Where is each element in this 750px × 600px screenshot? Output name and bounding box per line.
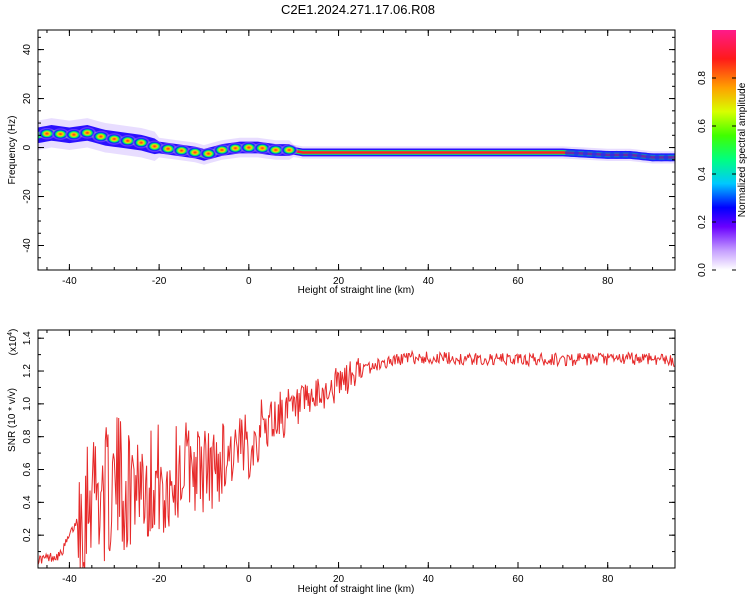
spectrogram-xtick-label: 60 [512,276,524,287]
snr-xtick-label: 80 [602,574,614,585]
spectrogram-y-axis: -40 -20 0 20 40 [22,36,675,271]
spectrogram-blob [51,128,70,141]
spectrogram-blob [38,127,56,140]
colorbar-tick-label: 0.4 [697,167,708,181]
spectrogram-blob [159,142,178,155]
colorbar-tick-label: 0.8 [697,71,708,85]
spectrogram-blob [212,144,231,156]
spectrogram-blob [239,141,258,154]
snr-ytick-label: 1.0 [22,396,33,410]
colorbar-label: Normalized spectral amplitude [737,82,748,217]
spectrogram-ytick-label: 20 [22,93,33,105]
spectrogram-blob [78,126,97,139]
spectrogram-ytick-label: 40 [22,44,33,56]
spectrogram-ytick-label: 0 [22,144,33,150]
spectrogram-xtick-label: 80 [602,276,614,287]
spectrogram-xtick-label: 0 [246,276,252,287]
colorbar-tick-label: 0.6 [697,119,708,133]
colorbar-ticks: 0.0 0.2 0.4 0.6 0.8 [697,71,736,277]
snr-frame [37,329,676,569]
colorbar: 0.0 0.2 0.4 0.6 0.8 Normalized spectral ampl… [697,30,748,277]
snr-ytick-label: 0.2 [22,528,33,542]
spectrogram-blob [186,146,205,159]
snr-scale-label: (x104) [7,329,19,356]
chart-title: C2E1.2024.271.17.06.R08 [281,2,435,17]
spectrogram-blob [105,132,124,145]
snr-xtick-label: 40 [423,574,435,585]
snr-ytick-label: 0.4 [22,495,33,509]
snr-xlabel: Height of straight line (km) [298,584,415,595]
spectrogram-blob [266,144,285,156]
colorbar-gradient [712,30,736,270]
spectrogram-ytick-label: -40 [22,238,33,253]
spectrogram-panel: -40 -20 0 20 40 60 80 -40 -20 0 20 40 Height of st… [7,29,676,296]
snr-xtick-label: 0 [246,574,252,585]
snr-y-axis: 0.2 0.4 0.6 0.8 1.0 1.2 1.4 [22,331,675,553]
snr-ytick-label: 0.6 [22,462,33,476]
spectrogram-xtick-label: -40 [62,276,77,287]
spectrogram-xlabel: Height of straight line (km) [298,285,415,296]
snr-ytick-label: 0.8 [22,429,33,443]
spectrogram-heatmap [38,118,675,165]
snr-xtick-label: 20 [333,574,345,585]
snr-xtick-label: 60 [512,574,524,585]
spectrogram-blob [132,136,151,149]
snr-panel: -40 -20 0 20 40 60 80 0.2 0.4 0.6 0.8 1.0 1.2 1.4 He… [7,329,676,595]
spectrogram-blob [226,142,245,155]
spectrogram-blob [199,147,218,160]
spectrogram-blob [253,142,272,155]
spectrogram-xtick-label: -20 [152,276,167,287]
snr-ytick-label: 1.2 [22,364,33,378]
spectrogram-x-axis: -40 -20 0 20 40 60 80 [46,30,676,287]
spectrogram-frame [37,29,676,271]
spectrogram-ytick-label: -20 [22,189,33,204]
spectrogram-xtick-label: 20 [333,276,345,287]
colorbar-tick-label: 0.2 [697,215,708,229]
snr-ylabel: SNR (10 * v/v) [7,388,18,452]
snr-xtick-label: -40 [62,574,77,585]
spectrogram-blob [172,144,191,157]
spectrogram-blob [280,144,299,156]
snr-series-line [38,349,675,568]
snr-xtick-label: -20 [152,574,167,585]
spectrogram-blob [64,128,83,141]
spectrogram-blob [118,134,137,147]
spectrogram-ylabel: Frequency (Hz) [7,116,18,185]
snr-ytick-label: 1.4 [22,331,33,345]
colorbar-tick-label: 0.0 [697,263,708,277]
snr-x-axis: -40 -20 0 20 40 60 80 [46,330,676,585]
spectrogram-xtick-label: 40 [423,276,435,287]
